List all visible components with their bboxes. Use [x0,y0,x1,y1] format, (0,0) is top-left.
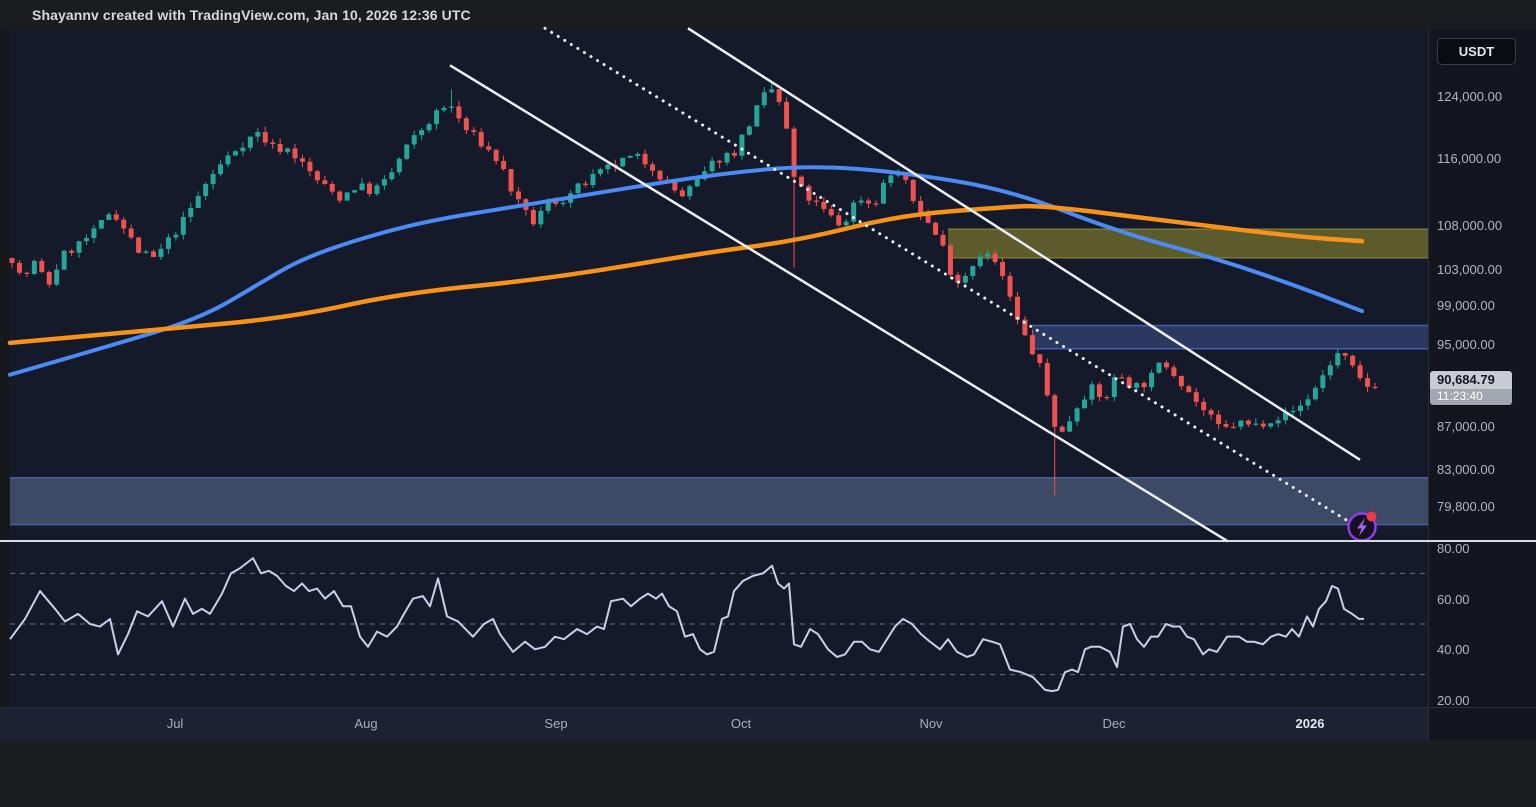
trendline-projection-dotted[interactable] [543,26,1354,525]
price-axis-label: 116,000.00 [1437,151,1502,167]
price-axis-label: 87,000.00 [1437,418,1495,434]
time-axis-label: Nov [919,716,943,731]
footer-bar: TradingView [0,741,1536,807]
price-axis-label: 124,000.00 [1437,89,1503,104]
pane-separator[interactable] [0,540,1536,542]
zone-resistance-blue[interactable] [1032,324,1428,350]
axis-corner [1428,707,1536,742]
currency-toggle-button[interactable]: USDT [1437,38,1516,65]
chart-pane-background[interactable] [10,30,1428,707]
rsi-axis-label: 60.00 [1437,591,1470,607]
time-axis[interactable] [0,707,1428,742]
trendline-channel-upper[interactable] [687,27,1361,461]
price-axis-label: 103,000.00 [1437,261,1503,277]
time-axis-label: 2026 [1295,716,1325,731]
price-axis-label: 95,000.00 [1437,336,1495,352]
bar-countdown: 11:23:40 [1430,389,1512,406]
price-axis[interactable] [1428,30,1536,707]
rsi-axis-label: 80.00 [1437,541,1470,556]
zone-support-blue[interactable] [10,476,1428,526]
price-axis-label: 83,000.00 [1437,462,1495,478]
time-axis-label: Aug [354,716,378,731]
price-axis-label: 108,000.00 [1437,217,1503,233]
flash-signal-icon[interactable] [1347,511,1377,542]
ma-slow-line[interactable] [7,203,1365,346]
time-axis-label: Oct [730,716,752,731]
candlestick-series[interactable] [9,82,1378,496]
rsi-axis-label: 20.00 [1437,693,1470,708]
price-axis-label: 79,800.00 [1437,499,1495,514]
last-price-value: 90,684.79 [1430,371,1512,390]
time-axis-label: Sep [544,716,568,731]
rsi-line[interactable] [9,557,1364,693]
price-axis-label: 99,000.00 [1437,298,1495,314]
chart-credit-text: Shayannv created with TradingView.com, J… [32,7,471,23]
header-bar: Shayannv created with TradingView.com, J… [0,0,1536,30]
trendline-channel-lower[interactable] [449,64,1229,543]
zone-supply-olive[interactable] [948,228,1428,259]
rsi-level-lines [10,572,1428,676]
ma-fast-line[interactable] [8,165,1364,377]
last-price-badge: 90,684.79 11:23:40 [1430,371,1512,406]
time-axis-label: Dec [1102,716,1126,731]
rsi-axis-label: 40.00 [1437,642,1470,658]
time-axis-label: Jul [166,716,184,731]
